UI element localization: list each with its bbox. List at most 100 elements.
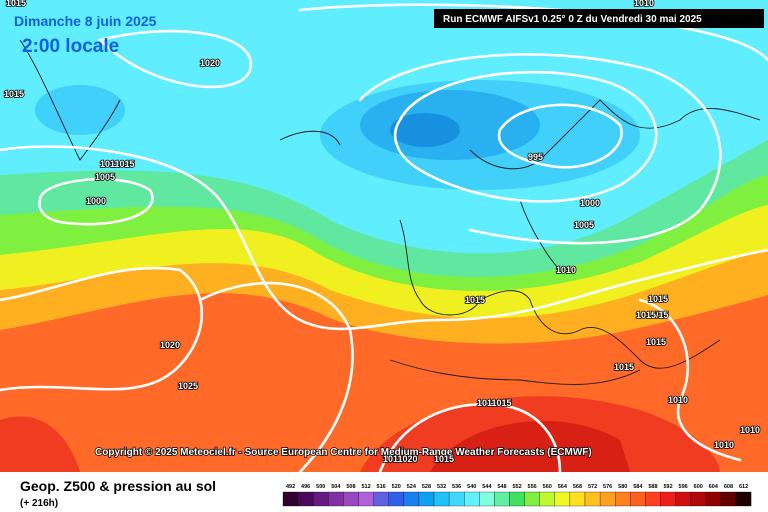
isobar bbox=[0, 266, 204, 392]
colorbar-cell bbox=[464, 491, 480, 507]
colorbar-label: 564 bbox=[558, 484, 568, 490]
isobar-label: 1000 bbox=[86, 196, 106, 206]
isobar-label: 1011015 bbox=[100, 159, 135, 169]
isobar bbox=[358, 53, 722, 245]
colorbar-label: 508 bbox=[346, 484, 355, 490]
isobar-label: 1020 bbox=[160, 340, 180, 350]
isobar-label: 1020 bbox=[200, 58, 220, 68]
colorbar-label: 600 bbox=[694, 484, 703, 490]
colorbar-label: 540 bbox=[467, 484, 476, 490]
colorbar-cell bbox=[660, 491, 676, 507]
colorbar-label: 492 bbox=[286, 484, 295, 490]
isobar bbox=[0, 145, 768, 331]
run-box bbox=[434, 9, 764, 28]
colorbar-cell bbox=[313, 491, 329, 507]
isobar-label: 1015 bbox=[6, 0, 26, 8]
field-darkred bbox=[430, 421, 630, 472]
low-area bbox=[35, 85, 125, 135]
low-center bbox=[390, 113, 460, 147]
isobar-label: 1000 bbox=[580, 198, 600, 208]
colorbar-label: 504 bbox=[331, 484, 341, 490]
isobar bbox=[378, 402, 562, 474]
isobar bbox=[97, 29, 253, 89]
colorbar-label: 592 bbox=[663, 484, 672, 490]
colorbar-label: 512 bbox=[361, 484, 370, 490]
colorbar-cell bbox=[297, 491, 314, 507]
copyright: Copyright © 2025 Meteociel.fr - Source E… bbox=[95, 447, 592, 458]
colorbar-label: 496 bbox=[301, 484, 310, 490]
colorbar-label: 560 bbox=[543, 484, 552, 490]
isobar bbox=[638, 298, 742, 462]
run-info: Run ECMWF AIFSv1 0.25° 0 Z du Vendredi 3… bbox=[443, 14, 702, 25]
isobar-label: 1011020 bbox=[383, 454, 418, 464]
forecast-date: Dimanche 8 juin 2025 bbox=[14, 13, 157, 29]
colorbar-label: 556 bbox=[528, 484, 537, 490]
colorbar-label: 608 bbox=[724, 484, 733, 490]
colorbar-label: 580 bbox=[618, 484, 627, 490]
colorbar-cell bbox=[615, 491, 631, 507]
colorbar-cell bbox=[705, 491, 722, 507]
isobar-label: 1015 bbox=[465, 295, 485, 305]
colorbar-cell bbox=[554, 491, 571, 507]
isobar-label: 1010 bbox=[634, 0, 654, 8]
colorbar-cell bbox=[690, 491, 706, 507]
colorbar-cell bbox=[509, 491, 525, 507]
isobar-label: 1005 bbox=[574, 220, 594, 230]
isobar-label: 1015/15 bbox=[636, 310, 669, 320]
isobar-label: 1010 bbox=[740, 425, 760, 435]
isobar-label: 1015 bbox=[434, 454, 454, 464]
isobar-label: 1025 bbox=[178, 381, 198, 391]
isobar-label: 1010 bbox=[714, 440, 734, 450]
colorbar-cell bbox=[720, 491, 737, 507]
colorbar-cell bbox=[584, 491, 601, 507]
colorbar-cell bbox=[569, 491, 586, 507]
isobar bbox=[198, 281, 354, 474]
colorbar-label: 596 bbox=[679, 484, 688, 490]
colorbar-cell bbox=[282, 491, 299, 507]
colorbar-label: 532 bbox=[437, 484, 446, 490]
colorbar-cell bbox=[373, 491, 389, 507]
colorbar-cell bbox=[433, 491, 450, 507]
colorbar-label: 604 bbox=[709, 484, 719, 490]
isobar-label: 1010 bbox=[668, 395, 688, 405]
colorbar-label: 520 bbox=[392, 484, 401, 490]
colorbar: 492 496 500 504 508 512 516 520 524 528 532 536 540 5… bbox=[282, 484, 752, 507]
colorbar-label: 584 bbox=[633, 484, 643, 490]
colorbar-cell bbox=[343, 491, 359, 507]
colorbar-cell bbox=[735, 491, 752, 507]
colorbar-cell bbox=[328, 491, 344, 507]
isobar-labels: 1015 1020 1015 1011015 1005 1000 995 1000 1005 10… bbox=[3, 0, 761, 465]
isobar-label: 1015 bbox=[614, 362, 634, 372]
colorbar-label: 528 bbox=[422, 484, 431, 490]
colorbar-label: 536 bbox=[452, 484, 461, 490]
isobar-label: 1010 bbox=[556, 265, 576, 275]
colorbar-cell bbox=[418, 491, 435, 507]
colorbar-cell bbox=[599, 491, 616, 507]
forecast-time: 2:00 locale bbox=[22, 36, 119, 57]
colorbar-cell bbox=[645, 491, 661, 507]
colorbar-label: 548 bbox=[497, 484, 506, 490]
colorbar-label: 572 bbox=[588, 484, 597, 490]
colorbar-cell bbox=[388, 491, 404, 507]
isobar-label: 1015 bbox=[648, 294, 668, 304]
isobar bbox=[393, 70, 658, 203]
isobar bbox=[38, 177, 154, 226]
colorbar-label: 588 bbox=[648, 484, 657, 490]
colorbar-cell bbox=[524, 491, 540, 507]
colorbar-label: 516 bbox=[377, 484, 386, 490]
coastline bbox=[19, 39, 761, 385]
map bbox=[0, 0, 768, 474]
colorbar-label: 524 bbox=[407, 484, 417, 490]
colorbar-cell bbox=[403, 491, 420, 507]
colorbar-label: 500 bbox=[316, 484, 325, 490]
colorbar-cell bbox=[539, 491, 555, 507]
colorbar-cell bbox=[494, 491, 510, 507]
footer-lead: (+ 216h) bbox=[20, 498, 58, 509]
isobar-label: 1005 bbox=[95, 172, 115, 182]
colorbar-cell bbox=[675, 491, 691, 507]
colorbar-cell bbox=[630, 491, 646, 507]
isobar bbox=[497, 103, 623, 169]
colorbar-cell bbox=[358, 491, 374, 507]
isobar-label: 995 bbox=[528, 152, 543, 162]
